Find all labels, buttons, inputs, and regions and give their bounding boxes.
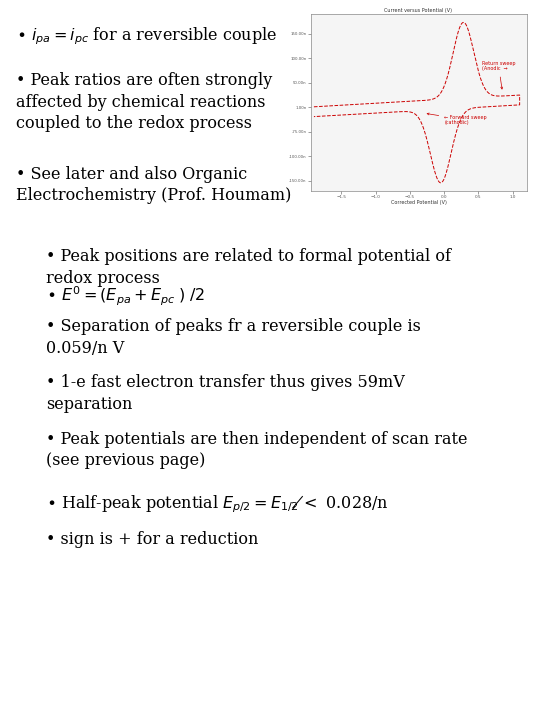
Text: Return sweep
(Anodic  →: Return sweep (Anodic → [482,60,515,89]
X-axis label: Corrected Potential (V): Corrected Potential (V) [390,200,447,205]
Text: • Peak potentials are then independent of scan rate
(see previous page): • Peak potentials are then independent o… [46,431,468,469]
Text: • sign is + for a reduction: • sign is + for a reduction [46,531,258,549]
Text: ← Forward sweep
(cathodic): ← Forward sweep (cathodic) [427,113,487,125]
Text: $\bullet\ E^0 = (E_{pa}+ E_{pc}\;)\ /2$: $\bullet\ E^0 = (E_{pa}+ E_{pc}\;)\ /2$ [46,284,205,307]
Text: $\bullet$ Half-peak potential $E_{p/2} = E_{1/2}$ $\not\!<$ 0.028/n: $\bullet$ Half-peak potential $E_{p/2} =… [46,493,389,515]
Text: $\bullet\ i_{pa}= i_{pc}$ for a reversible couple: $\bullet\ i_{pa}= i_{pc}$ for a reversib… [16,25,278,47]
Title: Current versus Potential (V): Current versus Potential (V) [384,8,453,13]
Text: • 1-e fast electron transfer thus gives 59mV
separation: • 1-e fast electron transfer thus gives … [46,374,404,413]
Text: • Peak positions are related to formal potential of
redox process: • Peak positions are related to formal p… [46,248,451,287]
Text: • See later and also Organic
Electrochemistry (Prof. Houmam): • See later and also Organic Electrochem… [16,166,292,204]
Text: • Peak ratios are often strongly
affected by chemical reactions
coupled to the r: • Peak ratios are often strongly affecte… [16,72,273,132]
Text: • Separation of peaks fr a reversible couple is
0.059/n V: • Separation of peaks fr a reversible co… [46,318,421,357]
